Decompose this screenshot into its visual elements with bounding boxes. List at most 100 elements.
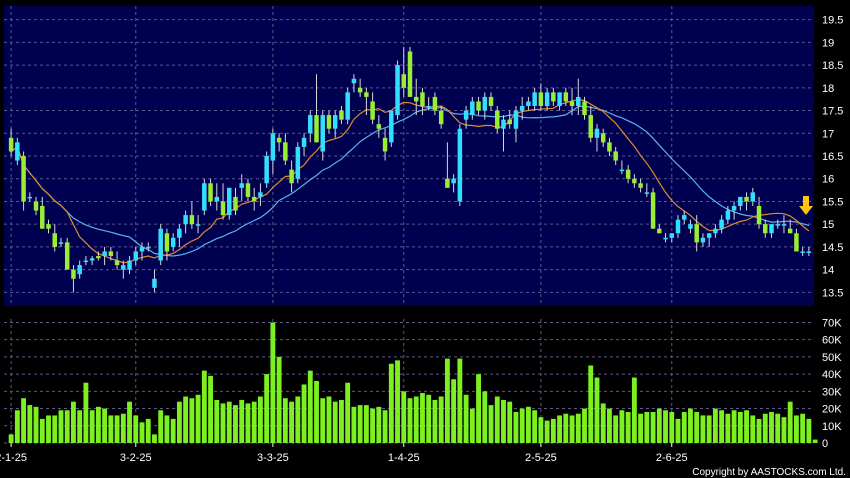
volume-bar (363, 405, 369, 443)
volume-bar (27, 405, 33, 443)
candle-body (21, 156, 26, 202)
copyright-text: Copyright by AASTOCKS.com Ltd. (692, 467, 846, 478)
candle-body (694, 224, 699, 243)
volume-bar (83, 382, 89, 443)
candle-body (420, 92, 425, 106)
candle (756, 196, 762, 229)
candle-body (58, 242, 64, 244)
candle-body (407, 51, 413, 97)
candle (569, 87, 575, 116)
candle-body (476, 101, 481, 111)
candle (407, 46, 413, 97)
candle-body (127, 260, 132, 270)
candle-body (731, 206, 737, 211)
volume-bar (376, 406, 382, 443)
candle-body (538, 92, 544, 106)
volume-bar (108, 415, 114, 443)
candle (114, 251, 120, 270)
volume-bar (638, 413, 644, 443)
volume-bar (164, 415, 170, 443)
candle (357, 78, 363, 97)
candle-body (800, 251, 805, 253)
candle-body (233, 196, 238, 211)
volume-bar (712, 408, 718, 443)
volume-bar (114, 415, 120, 443)
volume-tick-label: 50K (822, 352, 842, 364)
volume-bar (432, 399, 438, 443)
candle-body (445, 178, 450, 188)
volume-bar (345, 382, 351, 443)
volume-bar (201, 370, 207, 443)
candle-body (301, 137, 307, 147)
candle (301, 133, 307, 156)
candle (507, 110, 512, 129)
candle-body (326, 115, 332, 129)
volume-bar (588, 365, 594, 443)
candle (46, 219, 51, 234)
price-tick-label: 14.5 (822, 242, 843, 254)
candle (625, 165, 631, 184)
volume-bar (120, 413, 126, 443)
candle (395, 60, 400, 120)
volume-bar (176, 401, 182, 443)
candle-body (557, 92, 562, 106)
candle-body (713, 228, 718, 234)
candle-body (457, 128, 463, 202)
volume-bar (532, 410, 538, 443)
candle-body (227, 187, 232, 216)
candle-body (482, 96, 488, 111)
candle (96, 251, 101, 261)
candle (488, 92, 494, 111)
candle-body (308, 115, 313, 134)
candle-body (145, 246, 151, 249)
candle (145, 242, 151, 252)
price-gridlines (4, 6, 814, 306)
candle (588, 106, 593, 143)
candle (102, 246, 107, 266)
x-tick-label: 1-4-25 (388, 452, 420, 464)
volume-bar (413, 396, 419, 443)
candle (426, 96, 431, 111)
candle (58, 237, 64, 247)
candle (713, 224, 718, 238)
volume-bar (607, 408, 612, 443)
volume-bar (326, 396, 332, 443)
candle-body (152, 278, 157, 288)
candle (77, 260, 82, 279)
candle-body (251, 196, 257, 202)
candle-body (638, 183, 643, 188)
candle (295, 142, 301, 184)
candle (308, 110, 313, 143)
x-tick-label: 3-2-25 (120, 452, 152, 464)
candle (264, 151, 269, 188)
candle-body (351, 78, 357, 84)
x-tick-label: 2-6-25 (656, 452, 688, 464)
candle (594, 124, 600, 152)
volume-bar (233, 405, 238, 443)
candle (644, 183, 650, 197)
candle-body (769, 224, 774, 234)
price-tick-label: 18 (822, 83, 834, 95)
candle (650, 187, 656, 229)
candle (576, 78, 581, 116)
candle (445, 142, 450, 188)
volume-bar (656, 408, 662, 443)
candle (451, 174, 456, 193)
price-tick-label: 15 (822, 219, 834, 231)
candle (40, 196, 45, 229)
candle-body (632, 178, 637, 184)
candle (27, 192, 33, 202)
candle-body (220, 201, 226, 216)
candle (432, 92, 438, 116)
candle-body (607, 142, 612, 152)
candle (239, 174, 244, 202)
candle-body (295, 146, 301, 179)
volume-bar (482, 391, 488, 443)
candle (787, 219, 793, 234)
candle-body (470, 101, 475, 116)
price-tick-label: 19 (822, 37, 834, 49)
candle (470, 96, 475, 120)
volume-bar (750, 415, 756, 443)
volume-bar (719, 410, 725, 443)
candle-body (781, 224, 787, 226)
